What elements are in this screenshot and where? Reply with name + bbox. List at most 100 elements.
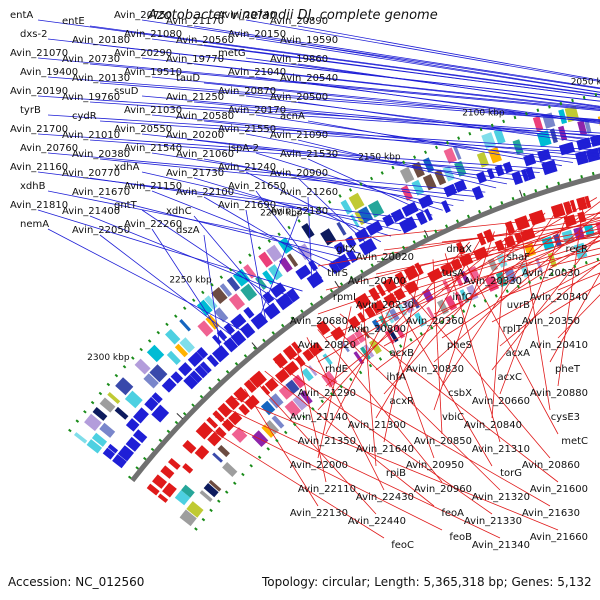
- feature-block: [214, 307, 229, 323]
- feature-block: [279, 257, 293, 273]
- reverse-leader: [433, 240, 600, 315]
- forward-gene-label: Avin_19400: [20, 67, 78, 78]
- forward-gene-label: Avin_22180: [270, 206, 328, 217]
- forward-leader: [141, 133, 529, 177]
- reverse-leader: [557, 200, 585, 387]
- forward-gene-arrow: [585, 147, 600, 163]
- reverse-gene-label: Avin_20820: [298, 340, 356, 351]
- forward-gene-label: Avin_21400: [62, 206, 120, 217]
- feature-block: [466, 284, 479, 301]
- forward-gene-label: ssuD: [114, 86, 139, 97]
- reverse-gene-label: infC: [452, 292, 472, 303]
- reverse-gene-label: Avin_20330: [464, 276, 522, 287]
- forward-leader: [99, 120, 600, 154]
- feature-block: [265, 420, 280, 435]
- forward-gene-label: Avin_20150: [228, 29, 286, 40]
- reverse-gene-arrow: [427, 267, 443, 283]
- feature-block: [92, 407, 108, 421]
- reverse-gene-label: pheT: [555, 364, 581, 375]
- feature-block: [414, 312, 426, 327]
- forward-leader: [297, 25, 600, 81]
- reverse-gene-label: rpmI: [333, 292, 356, 303]
- forward-leader: [89, 139, 540, 173]
- reverse-gene-arrow: [504, 220, 516, 235]
- reverse-leader: [396, 278, 551, 459]
- feature-block: [197, 320, 214, 337]
- reverse-leader: [244, 388, 319, 507]
- reverse-gene-label: rhdE: [325, 364, 348, 375]
- feature-block: [240, 283, 258, 302]
- reverse-gene-label: Avin_21310: [472, 444, 530, 455]
- reverse-gene-label: Avin_21140: [290, 412, 348, 423]
- kbp-tick-label: 2050 kbp: [571, 77, 600, 87]
- feature-block: [143, 373, 159, 389]
- forward-gene-label: Avin_20380: [72, 149, 130, 160]
- reverse-gene-arrow: [569, 199, 577, 213]
- feature-block: [292, 374, 306, 389]
- forward-gene-label: Avin_21260: [280, 187, 338, 198]
- reverse-gene-arrow: [215, 426, 227, 439]
- forward-gene-arrow: [415, 211, 428, 226]
- feature-block: [454, 273, 464, 287]
- accession-text: Accession: NC_012560: [8, 575, 145, 589]
- reverse-gene-arrow: [162, 482, 177, 498]
- feature-block: [99, 397, 116, 413]
- reverse-leader: [325, 271, 410, 435]
- reverse-gene-arrow: [160, 465, 175, 479]
- reverse-gene-label: Avin_22110: [298, 484, 356, 495]
- reverse-gene-label: Avin_21290: [298, 388, 356, 399]
- forward-gene-label: Avin_20130: [72, 73, 130, 84]
- forward-leader: [47, 190, 361, 254]
- feature-block: [452, 145, 462, 160]
- feature-block: [512, 139, 524, 155]
- feature-block: [297, 243, 313, 261]
- kbp-tick: [334, 280, 340, 289]
- feature-block: [266, 244, 283, 263]
- reverse-leader: [317, 217, 600, 315]
- reverse-leader: [383, 223, 600, 347]
- reverse-gene-label: Avin_20830: [406, 364, 464, 375]
- forward-leader: [89, 101, 600, 136]
- label-leader-lines: [37, 19, 600, 539]
- reverse-gene-arrow: [520, 227, 536, 242]
- forward-gene-arrow: [170, 371, 184, 384]
- forward-gene-label: Avin_20170: [228, 105, 286, 116]
- forward-leader: [297, 101, 600, 146]
- feature-block: [260, 400, 276, 416]
- reverse-gene-label: Avin_22440: [348, 516, 406, 527]
- reverse-gene-label: acxA: [506, 348, 531, 359]
- forward-gene-label: Avin_21080: [124, 29, 182, 40]
- reverse-gene-arrow: [146, 483, 160, 496]
- forward-leader: [151, 76, 600, 121]
- forward-gene-label: Avin_19860: [270, 54, 328, 65]
- feature-block: [174, 490, 191, 506]
- reverse-gene-label: cysE3: [551, 412, 580, 423]
- forward-leader: [99, 82, 600, 122]
- forward-gene-label: Avin_20550: [114, 124, 172, 135]
- forward-gene-label: Avin_20560: [176, 35, 234, 46]
- forward-leader: [193, 101, 600, 140]
- feature-block: [411, 161, 425, 178]
- reverse-gene-label: Avin_20360: [406, 316, 464, 327]
- feature-block: [476, 151, 490, 168]
- forward-leader: [89, 25, 600, 95]
- feature-block: [467, 265, 480, 281]
- forward-leader: [307, 158, 433, 216]
- reverse-gene-label: feoA: [441, 508, 464, 519]
- forward-gene-arrow: [230, 330, 247, 347]
- forward-gene-arrow: [243, 306, 255, 319]
- reverse-leader: [375, 236, 483, 419]
- feature-block: [186, 501, 204, 518]
- feature-block: [228, 293, 246, 311]
- feature-block: [292, 394, 308, 411]
- reverse-gene-label: thrS: [327, 268, 348, 279]
- feature-block: [535, 257, 543, 272]
- feature-block: [217, 444, 230, 458]
- reverse-gene-arrow: [260, 385, 271, 396]
- reverse-gene-arrow: [302, 348, 315, 362]
- reverse-leader: [234, 397, 559, 531]
- forward-gene-arrow: [178, 362, 193, 377]
- forward-gene-arrow: [476, 171, 487, 184]
- reverse-gene-label: metC: [561, 436, 588, 447]
- reverse-gene-label: Avin_20350: [522, 316, 580, 327]
